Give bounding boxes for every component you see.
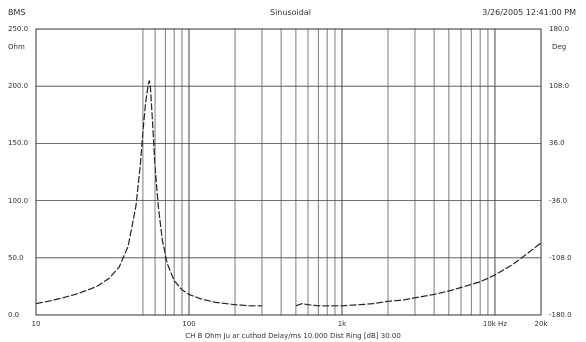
- y-tick-label: 50.0: [8, 253, 24, 262]
- x-tick-label: 10k Hz: [482, 320, 507, 328]
- header-timestamp: 3/26/2005 12:41:00 PM: [482, 8, 576, 17]
- y2-axis-label: Deg: [552, 43, 567, 51]
- y-tick-label: 0.0: [8, 311, 20, 319]
- y2-tick-label: -108.0: [549, 253, 572, 262]
- x-tick-label: 10: [31, 320, 41, 328]
- y-tick-label: 250.0: [8, 25, 29, 33]
- y2-tick-label: 36.0: [549, 139, 565, 148]
- impedance-curve: [35, 80, 542, 307]
- header-title: Sinusoidal: [270, 8, 311, 17]
- plot-frame: [35, 28, 542, 316]
- impedance-curve-segment-2: [295, 242, 542, 307]
- x-tick-label: 20k: [534, 320, 548, 328]
- y2-tick-label: -36.0: [549, 196, 568, 205]
- y-tick-label: 200.0: [8, 82, 29, 91]
- y2-tick-label: -180.0: [549, 311, 572, 319]
- horizontal-gridlines: [36, 28, 541, 259]
- x-tick-label: 100: [182, 320, 196, 328]
- y2-tick-label: 180.0: [549, 25, 570, 33]
- vertical-gridlines: [142, 29, 496, 315]
- header-left-label: BMS: [8, 8, 26, 17]
- impedance-curve-segment-1: [35, 80, 262, 307]
- y-axis-label: Ohm: [8, 43, 25, 51]
- y-tick-label: 150.0: [8, 139, 29, 148]
- y-tick-label: 100.0: [8, 196, 29, 205]
- footer-settings: CH B Ohm Ju ar cuthod Delay/ms 10.000 Di…: [185, 332, 401, 340]
- y2-tick-label: 108.0: [549, 82, 570, 91]
- x-tick-label: 1k: [337, 320, 347, 328]
